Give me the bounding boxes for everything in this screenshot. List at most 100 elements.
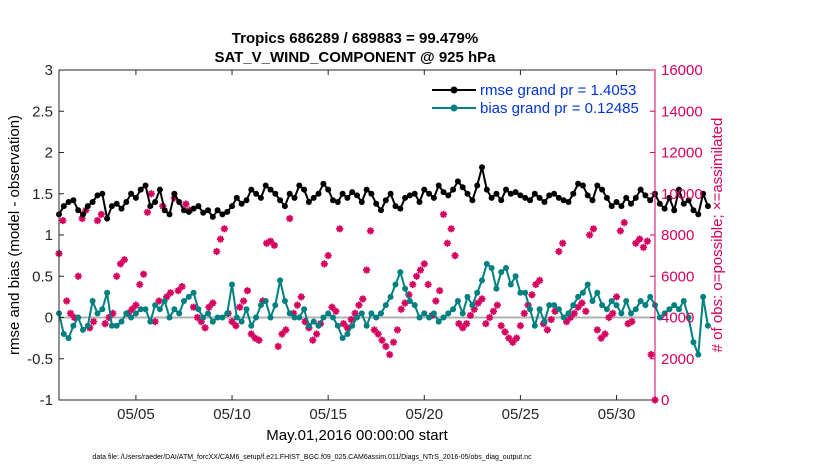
chart-subtitle: SAT_V_WIND_COMPONENT @ 925 hPa [214,49,496,66]
bias-point [334,322,341,329]
x-tick-label: 05/30 [598,406,636,423]
bias-point [354,314,360,321]
obs-marker [578,299,586,307]
bias-point [219,314,226,321]
bias-point [209,318,216,325]
rmse-point [89,199,96,205]
rmse-point [411,190,418,197]
bias-point [570,302,577,309]
y-right-tick-label: 12000 [661,145,703,162]
obs-marker [243,287,252,295]
obs-marker [505,334,513,342]
bias-point [680,298,687,304]
obs-marker [586,231,594,239]
obs-marker [228,318,236,326]
bias-series-layer [56,260,711,358]
rmse-point [195,203,202,210]
obs-marker [455,320,463,328]
obs-marker [282,326,290,334]
bias-point [368,310,375,317]
bias-point [80,326,86,333]
rmse-point [527,197,533,204]
bias-point [671,302,678,309]
bias-point [565,310,572,317]
obs-marker [520,309,528,317]
rmse-point [305,199,312,205]
obs-marker [324,252,332,260]
y-left-axis-ticks: -1 -0.5 0 0.5 1 1.5 2 2.5 3 [27,62,64,409]
obs-marker [116,260,125,268]
rmse-point [656,200,663,207]
bias-point [642,302,649,309]
bias-point [551,302,558,309]
y-right-tick-label: 4000 [661,310,694,327]
obs-marker [609,309,617,317]
rmse-point [248,186,255,193]
obs-marker [339,320,348,328]
obs-marker [197,318,205,326]
bias-point [479,277,485,284]
bias-line [58,262,709,355]
bias-point [454,298,461,304]
obs-marker [90,318,98,326]
rmse-point [156,186,163,193]
obs-marker [547,315,555,324]
rmse-point [555,194,562,201]
bias-point [89,298,96,304]
y-left-tick-label: 1 [45,227,53,244]
rmse-point [99,190,106,197]
rmse-point [546,192,553,199]
bias-point [536,306,543,313]
rmse-point [368,190,375,197]
obs-marker [532,280,540,289]
bias-point [637,298,644,304]
y-right-tick-label: 8000 [661,227,694,244]
obs-marker [136,280,144,289]
rmse-point [358,199,365,205]
y-left-tick-label: 3 [45,62,53,79]
bias-point [281,298,288,304]
obs-marker [466,311,475,320]
rmse-point [695,211,702,218]
obs-marker [78,214,86,223]
obs-marker [74,272,82,280]
bias-point [363,322,370,329]
rmse-point [272,190,279,197]
rmse-point [267,186,274,193]
obs-marker [551,307,559,315]
obs-marker [355,301,363,309]
obs-marker [347,315,355,324]
bias-point [387,293,394,300]
bias-point [440,314,447,321]
bias-point [75,314,82,321]
bias-point [575,293,582,300]
rmse-point [185,208,192,215]
bias-point [700,293,707,300]
bias-point [166,314,173,321]
bias-point [137,306,144,313]
obs-marker [432,297,440,305]
rmse-point [700,190,707,197]
rmse-point [75,207,82,214]
rmse-point [435,182,442,189]
obs-marker [209,299,217,307]
bias-point [214,314,221,321]
rmse-point [200,209,207,216]
obs-marker [370,326,378,334]
bias-point [161,298,168,304]
bias-point [286,310,293,317]
bias-point [320,314,327,321]
rmse-point [623,194,630,201]
obs-marker [512,334,521,342]
legend-rmse-marker [450,86,458,94]
rmse-point [132,194,139,201]
rmse-point [108,203,115,210]
obs-marker [70,313,78,322]
rmse-point [301,186,308,193]
obs-marker [336,225,344,233]
bias-point [310,318,317,325]
chart-title: Tropics 686289 / 689883 = 99.479% [232,30,478,47]
obs-marker [247,330,255,338]
rmse-point [392,203,399,210]
bias-point [344,331,351,337]
